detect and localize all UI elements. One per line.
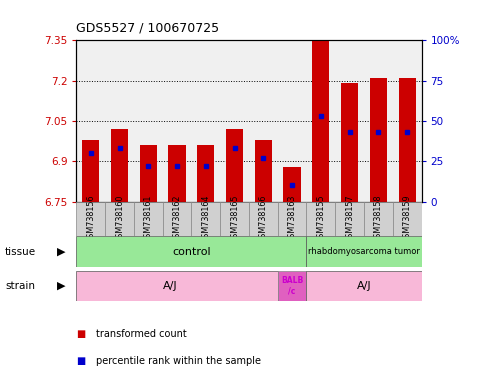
Text: rhabdomyosarcoma tumor: rhabdomyosarcoma tumor — [308, 247, 420, 256]
Bar — [398, 78, 416, 202]
Bar — [278, 202, 307, 236]
Bar — [341, 83, 358, 202]
Bar — [76, 202, 105, 236]
Text: strain: strain — [5, 281, 35, 291]
Text: GSM738163: GSM738163 — [287, 195, 297, 243]
Text: ■: ■ — [76, 329, 86, 339]
Bar — [197, 145, 214, 202]
Bar — [163, 202, 191, 236]
Bar — [283, 167, 301, 202]
Text: tissue: tissue — [5, 247, 36, 257]
Bar — [76, 236, 307, 267]
Bar — [134, 202, 163, 236]
Text: GSM738164: GSM738164 — [201, 195, 211, 243]
Bar — [82, 140, 100, 202]
Text: ▶: ▶ — [57, 281, 66, 291]
Text: A/J: A/J — [357, 281, 371, 291]
Text: BALB
/c: BALB /c — [281, 276, 303, 296]
Bar — [393, 202, 422, 236]
Text: GSM738160: GSM738160 — [115, 195, 124, 243]
Bar — [249, 202, 278, 236]
Text: A/J: A/J — [163, 281, 177, 291]
Text: GSM738165: GSM738165 — [230, 195, 239, 243]
Text: GSM738158: GSM738158 — [374, 195, 383, 243]
Bar — [105, 202, 134, 236]
Text: GSM738159: GSM738159 — [403, 195, 412, 243]
Bar — [140, 145, 157, 202]
Bar — [111, 129, 128, 202]
Bar — [220, 202, 249, 236]
Text: GSM738166: GSM738166 — [259, 195, 268, 243]
Bar — [278, 271, 307, 301]
Bar — [76, 271, 278, 301]
Bar — [255, 140, 272, 202]
Bar — [364, 202, 393, 236]
Text: GDS5527 / 100670725: GDS5527 / 100670725 — [76, 22, 219, 35]
Bar — [370, 78, 387, 202]
Text: GSM738161: GSM738161 — [144, 195, 153, 243]
Bar — [169, 145, 186, 202]
Text: GSM738162: GSM738162 — [173, 195, 181, 243]
Bar — [312, 40, 329, 202]
Text: ▶: ▶ — [57, 247, 66, 257]
Bar — [226, 129, 243, 202]
Text: control: control — [172, 247, 211, 257]
Text: GSM738157: GSM738157 — [345, 195, 354, 243]
Text: transformed count: transformed count — [96, 329, 187, 339]
Bar — [335, 202, 364, 236]
Bar — [307, 202, 335, 236]
Text: percentile rank within the sample: percentile rank within the sample — [96, 356, 261, 366]
Text: GSM738155: GSM738155 — [317, 195, 325, 243]
Text: ■: ■ — [76, 356, 86, 366]
Bar — [307, 271, 422, 301]
Bar — [307, 236, 422, 267]
Bar — [191, 202, 220, 236]
Text: GSM738156: GSM738156 — [86, 195, 95, 243]
